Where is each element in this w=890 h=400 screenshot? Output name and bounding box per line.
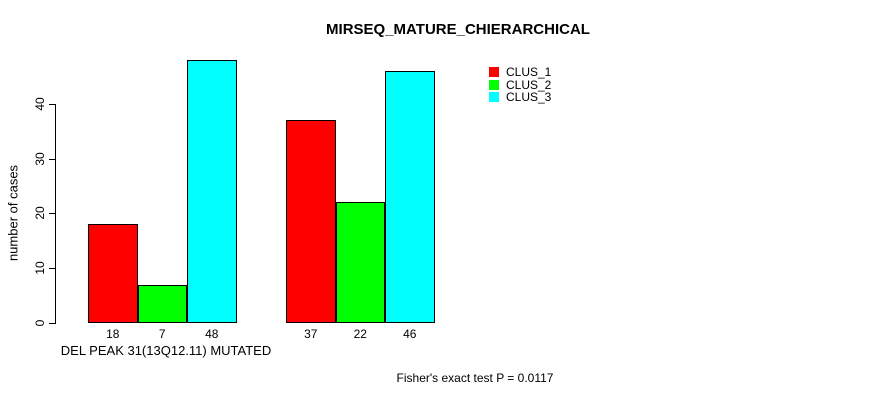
bar-clus_3-group-1 (187, 60, 237, 323)
legend-label: CLUS_2 (506, 77, 552, 92)
bar-value-label: 48 (205, 327, 219, 341)
bar-value-label: 37 (304, 327, 318, 341)
x-axis-label: DEL PEAK 31(13Q12.11) MUTATED (60, 343, 272, 358)
y-tick-mark (49, 323, 55, 324)
y-axis-label: number of cases (5, 164, 21, 262)
y-tick-label: 0 (33, 319, 47, 327)
bar-clus_2-group-2 (335, 202, 385, 323)
y-tick-label: 20 (33, 206, 47, 221)
bar-clus_3-group-2 (385, 71, 435, 323)
legend-swatch-clus-3-icon (489, 92, 499, 103)
bar-clus_1-group-2 (286, 120, 336, 323)
legend: CLUS_1 CLUS_2 CLUS_3 (489, 66, 609, 104)
y-tick-label: 40 (33, 97, 47, 111)
bar-clus_2-group-1 (137, 285, 187, 323)
chart-title: MIRSEQ_MATURE_CHIERARCHICAL (326, 21, 590, 38)
legend-entry-clus-3: CLUS_3 (489, 91, 609, 104)
y-tick-mark (49, 213, 55, 215)
legend-swatch-clus-2-icon (489, 79, 499, 90)
y-tick-label: 10 (33, 261, 47, 275)
legend-label: CLUS_3 (506, 90, 552, 105)
bar-value-label: 7 (158, 327, 166, 341)
y-tick-label: 30 (33, 151, 47, 166)
legend-label: CLUS_1 (506, 65, 552, 80)
y-tick-mark (49, 103, 55, 105)
bar-value-label: 46 (403, 327, 417, 341)
y-tick-mark (49, 158, 55, 160)
bar-clus_1-group-1 (88, 224, 138, 323)
y-axis-line (55, 104, 56, 324)
legend-swatch-clus-1-icon (489, 67, 499, 78)
y-tick-mark (49, 268, 55, 270)
bar-value-label: 22 (353, 327, 367, 341)
legend-entry-clus-1: CLUS_1 (489, 66, 609, 79)
fisher-test-annotation: Fisher's exact test P = 0.0117 (396, 371, 554, 385)
legend-entry-clus-2: CLUS_2 (489, 79, 609, 92)
bar-value-label: 18 (106, 327, 120, 341)
